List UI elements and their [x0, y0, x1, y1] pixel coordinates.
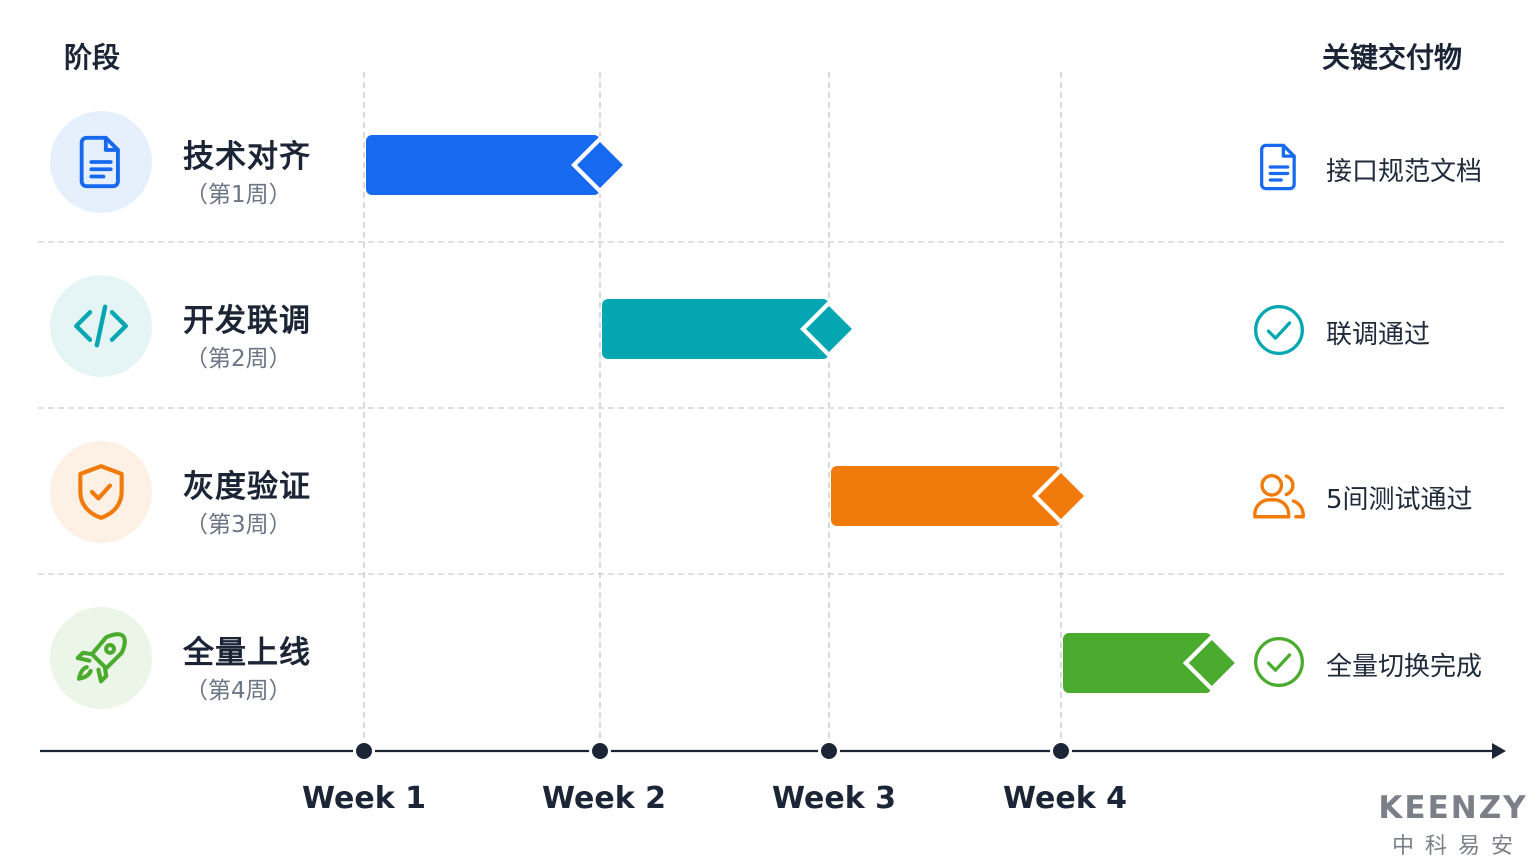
check-circle-icon [1254, 637, 1304, 687]
phase-week: （第3周） [185, 512, 292, 538]
phase-row-canary: 灰度验证 （第3周） [50, 441, 350, 545]
axis-tick-dot [1053, 743, 1069, 759]
phase-icon-circle [50, 441, 152, 543]
users-icon [1253, 473, 1305, 519]
brand-logo: KEENZY 中科易安 [1378, 790, 1528, 860]
week-label: Week 3 [772, 781, 896, 816]
phase-bar [602, 299, 829, 359]
phase-bar [366, 135, 600, 195]
check-circle-icon [1254, 305, 1304, 355]
phase-row-integration: 开发联调 （第2周） [50, 275, 350, 379]
axis-tick-dot [592, 743, 608, 759]
week-label: Week 1 [302, 781, 426, 816]
deliverable-column-header: 关键交付物 [1321, 41, 1462, 74]
deliverable-item: 接口规范文档 [1250, 138, 1530, 198]
phase-bar [1063, 633, 1212, 693]
phase-name: 全量上线 [183, 635, 311, 671]
milestone-diamond [1038, 473, 1084, 519]
rocket-icon [75, 632, 127, 684]
shield-check-icon [78, 464, 124, 520]
axis-tick-dot [356, 743, 372, 759]
deliverable-item: 5间测试通过 [1250, 466, 1530, 526]
phase-week: （第1周） [185, 182, 292, 208]
phase-name: 灰度验证 [183, 469, 311, 505]
document-icon [1260, 143, 1296, 191]
phase-name: 开发联调 [183, 303, 311, 339]
milestone-diamond [806, 306, 852, 352]
brand-name: KEENZY [1378, 790, 1528, 826]
deliverable-label: 联调通过 [1326, 320, 1431, 350]
axis-arrowhead [1492, 743, 1506, 759]
phase-icon-circle [50, 275, 152, 377]
deliverable-item: 联调通过 [1250, 301, 1530, 361]
milestone-diamond [1188, 640, 1235, 686]
week-label: Week 4 [1003, 781, 1127, 816]
milestone-diamond [577, 142, 623, 188]
deliverable-item: 全量切换完成 [1250, 633, 1530, 693]
deliverable-label: 接口规范文档 [1326, 157, 1483, 187]
phase-week: （第4周） [185, 678, 292, 704]
phase-week: （第2周） [185, 346, 292, 372]
phase-icon-circle [50, 111, 152, 213]
brand-subtitle: 中科易安 [1391, 834, 1524, 859]
axis-tick-dot [821, 743, 837, 759]
code-icon [74, 304, 128, 348]
week-label: Week 2 [542, 781, 666, 816]
document-icon [79, 135, 120, 189]
deliverable-label: 全量切换完成 [1326, 652, 1483, 682]
phase-column-header: 阶段 [64, 41, 121, 74]
phase-row-launch: 全量上线 （第4周） [50, 607, 350, 711]
deliverable-label: 5间测试通过 [1326, 485, 1473, 515]
phase-row-alignment: 技术对齐 （第1周） [50, 111, 350, 215]
phase-bar [831, 466, 1061, 526]
phase-name: 技术对齐 [183, 139, 311, 175]
phase-icon-circle [50, 607, 152, 709]
